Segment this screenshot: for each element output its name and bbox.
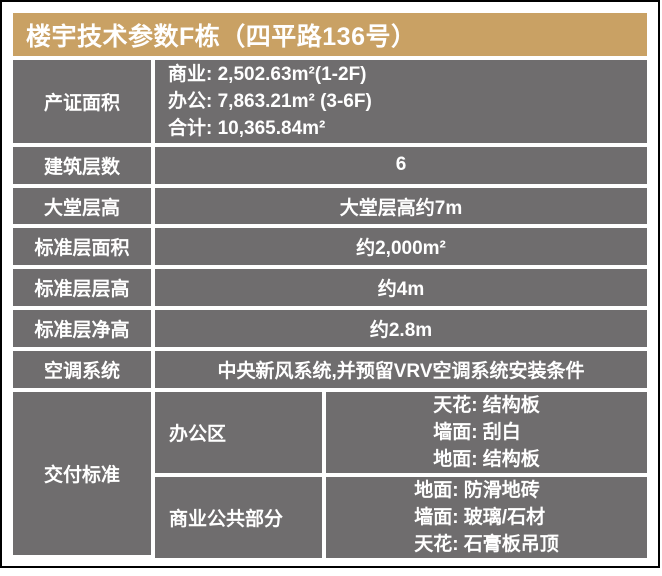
row-label-lobby-height: 大堂层高 xyxy=(13,187,151,225)
row-value-typical-floor-height: 约4m xyxy=(155,269,647,307)
row-label-delivery-standard: 交付标准 xyxy=(13,391,151,555)
row-value-certified-area: 商业: 2,502.63m²(1-2F) 办公: 7,863.21m² (3-6… xyxy=(155,60,647,143)
delivery-commercial-label: 商业公共部分 xyxy=(155,476,322,558)
table-row-typical-floor-height: 标准层层高 约4m xyxy=(13,269,647,307)
table-row-certified-area: 产证面积 商业: 2,502.63m²(1-2F) 办公: 7,863.21m²… xyxy=(13,60,647,143)
row-label-typical-floor-area: 标准层面积 xyxy=(13,228,151,266)
row-value-typical-floor-area: 约2,000m² xyxy=(155,228,647,266)
delivery-subsections: 办公区 天花: 结构板 墙面: 刮白 地面: 结构板 商业公共部分 xyxy=(155,391,647,558)
office-floor: 地面: 结构板 xyxy=(433,448,540,470)
delivery-office-lines: 天花: 结构板 墙面: 刮白 地面: 结构板 xyxy=(433,392,540,473)
delivery-commercial-row: 商业公共部分 地面: 防滑地砖 墙面: 玻璃/石材 天花: 石膏板吊顶 xyxy=(155,476,647,558)
delivery-commercial-lines: 地面: 防滑地砖 墙面: 玻璃/石材 天花: 石膏板吊顶 xyxy=(414,477,559,558)
building-parameters-table: 楼宇技术参数F栋（四平路136号） 产证面积 商业: 2,502.63m²(1-… xyxy=(13,13,647,558)
table-row-hvac-system: 空调系统 中央新风系统,并预留VRV空调系统安装条件 xyxy=(13,351,647,388)
delivery-commercial-detail: 地面: 防滑地砖 墙面: 玻璃/石材 天花: 石膏板吊顶 xyxy=(326,476,647,558)
delivery-office-row: 办公区 天花: 结构板 墙面: 刮白 地面: 结构板 xyxy=(155,391,647,473)
certified-area-commercial: 商业: 2,502.63m²(1-2F) xyxy=(168,63,367,85)
table-row-typical-clear-height: 标准层净高 约2.8m xyxy=(13,310,647,348)
certified-area-office: 办公: 7,863.21m² (3-6F) xyxy=(168,90,372,112)
table-row-floor-count: 建筑层数 6 xyxy=(13,146,647,184)
table-row-typical-floor-area: 标准层面积 约2,000m² xyxy=(13,228,647,266)
commercial-wall: 墙面: 玻璃/石材 xyxy=(414,506,546,528)
page-title: 楼宇技术参数F栋（四平路136号） xyxy=(26,22,417,51)
office-wall: 墙面: 刮白 xyxy=(433,421,521,443)
delivery-office-label: 办公区 xyxy=(155,391,322,473)
row-label-typical-clear-height: 标准层净高 xyxy=(13,310,151,348)
row-value-hvac-system: 中央新风系统,并预留VRV空调系统安装条件 xyxy=(155,351,647,388)
row-label-certified-area: 产证面积 xyxy=(13,60,151,143)
row-value-typical-clear-height: 约2.8m xyxy=(155,310,647,348)
table-title-bar: 楼宇技术参数F栋（四平路136号） xyxy=(13,13,647,56)
table-row-delivery-standard: 交付标准 办公区 天花: 结构板 墙面: 刮白 地面: 结构板 xyxy=(13,391,647,558)
delivery-office-detail: 天花: 结构板 墙面: 刮白 地面: 结构板 xyxy=(326,391,647,473)
certified-area-lines: 商业: 2,502.63m²(1-2F) 办公: 7,863.21m² (3-6… xyxy=(168,61,372,142)
commercial-ceiling: 天花: 石膏板吊顶 xyxy=(414,533,559,555)
certified-area-total: 合计: 10,365.84m² xyxy=(168,117,326,139)
row-label-hvac-system: 空调系统 xyxy=(13,351,151,388)
row-label-floor-count: 建筑层数 xyxy=(13,146,151,184)
office-ceiling: 天花: 结构板 xyxy=(433,394,540,416)
table-row-lobby-height: 大堂层高 大堂层高约7m xyxy=(13,187,647,225)
commercial-floor: 地面: 防滑地砖 xyxy=(414,479,540,501)
row-label-typical-floor-height: 标准层层高 xyxy=(13,269,151,307)
row-value-lobby-height: 大堂层高约7m xyxy=(155,187,647,225)
row-value-floor-count: 6 xyxy=(155,146,647,184)
